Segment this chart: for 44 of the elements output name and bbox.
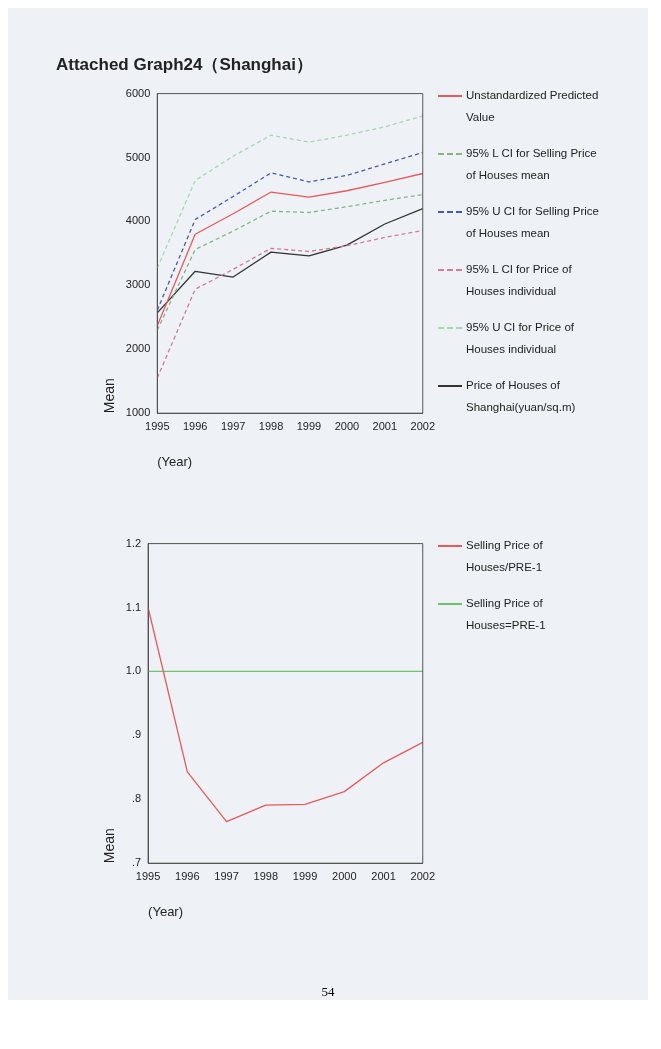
x-tick-label: 1995 — [135, 869, 161, 882]
y-tick-label: .8 — [131, 792, 142, 805]
y-tick-label: 1000 — [125, 406, 151, 419]
y-tick-label: 4000 — [125, 214, 151, 227]
x-tick-label: 1996 — [182, 419, 208, 432]
y-tick-label: .9 — [131, 728, 142, 741]
x-tick-label: 2000 — [334, 419, 360, 432]
legend-label: Selling Price of Houses/PRE-1 — [466, 538, 544, 575]
legend-label: 95% L CI for Selling Price of Houses mean — [466, 146, 598, 183]
y-tick-label: 5000 — [125, 150, 151, 163]
x-tick-label: 1998 — [253, 869, 279, 882]
legend-label: 95% U CI for Price of Houses individual — [466, 320, 575, 357]
legend-label: 95% U CI for Selling Price of Houses mean — [466, 204, 600, 241]
y-tick-label: .7 — [131, 856, 142, 869]
legend-label: Selling Price of Houses=PRE-1 — [466, 596, 547, 633]
x-tick-label: 1999 — [296, 419, 322, 432]
x-tick-label: 1996 — [175, 869, 200, 882]
x-axis-title: (Year) — [157, 453, 193, 469]
x-tick-label: 1998 — [258, 419, 284, 432]
y-tick-label: 1.1 — [125, 600, 142, 613]
y-tick-label: 3000 — [125, 278, 151, 291]
legend-label: 95% L CI for Price of Houses individual — [466, 262, 573, 299]
x-tick-label: 2000 — [332, 869, 357, 882]
x-tick-label: 1999 — [292, 869, 318, 882]
line-series — [156, 115, 424, 269]
y-tick-label: 6000 — [125, 86, 151, 99]
line-series — [156, 193, 424, 331]
x-tick-label: 1997 — [214, 869, 239, 882]
x-tick-label: 2001 — [372, 419, 398, 432]
y-tick-label: 1.2 — [125, 536, 142, 549]
legend-label: Unstandardized Predicted Value — [466, 88, 600, 125]
y-axis-title: Mean — [101, 828, 118, 864]
y-axis-title: Mean — [101, 378, 118, 414]
x-tick-label: 1995 — [145, 419, 170, 432]
x-tick-label: 2002 — [410, 419, 436, 432]
legend-label: Price of Houses of Shanghai(yuan/sq.m) — [466, 378, 577, 415]
text: 54 — [320, 984, 336, 1000]
x-tick-label: 2002 — [410, 869, 436, 882]
chart-title: Attached Graph24（Shanghai） — [56, 54, 314, 76]
x-tick-label: 1997 — [220, 419, 246, 432]
x-tick-label: 2001 — [371, 869, 396, 882]
y-tick-label: 1.0 — [125, 664, 142, 677]
y-tick-label: 2000 — [125, 342, 151, 355]
x-axis-title: (Year) — [148, 903, 184, 919]
